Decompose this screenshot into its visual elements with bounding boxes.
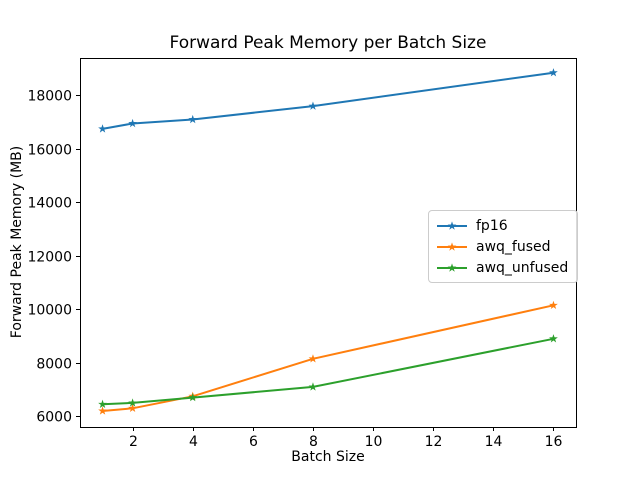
y-tick-label: 12000 <box>27 250 72 266</box>
data-point-marker-awq_unfused <box>549 334 558 343</box>
y-tick-label: 16000 <box>27 143 72 159</box>
series-line-awq_unfused <box>101 337 555 406</box>
x-tick-label: 4 <box>189 434 198 450</box>
chart-title: Forward Peak Memory per Batch Size <box>169 33 487 53</box>
y-tick-label: 6000 <box>36 410 72 426</box>
legend-item-awq_unfused: awq_unfused <box>436 257 568 278</box>
data-point-marker-fp16 <box>308 101 318 110</box>
data-point-marker-fp16 <box>98 124 107 133</box>
data-point-marker-awq_unfused <box>188 392 198 402</box>
data-point-marker-awq_fused <box>98 406 107 415</box>
y-tick-label: 14000 <box>27 196 72 212</box>
legend-item-awq_fused: awq_fused <box>436 236 568 257</box>
x-tick-label: 10 <box>365 434 383 450</box>
legend-star-icon <box>447 220 457 230</box>
series-line-awq_fused <box>101 304 555 412</box>
x-tick-label: 6 <box>249 434 258 450</box>
x-tick-label: 12 <box>425 434 443 450</box>
x-tick-label: 8 <box>309 434 318 450</box>
legend-line-sample <box>437 241 467 251</box>
data-point-marker-awq_fused <box>549 300 558 310</box>
data-point-marker-fp16 <box>188 114 198 124</box>
legend: fp16 awq_fused awq_unfused <box>428 210 579 283</box>
y-tick-label: 8000 <box>36 357 72 373</box>
x-axis-label: Batch Size <box>291 449 365 465</box>
data-point-marker-fp16 <box>128 118 137 128</box>
legend-line-sample <box>437 262 467 272</box>
series-line-fp16 <box>101 71 555 130</box>
data-point-marker-awq_unfused <box>128 398 137 407</box>
data-point-marker-awq_unfused <box>308 382 318 391</box>
data-point-marker-fp16 <box>549 68 558 77</box>
legend-label: awq_unfused <box>476 259 569 276</box>
y-tick-label: 10000 <box>27 303 72 319</box>
x-tick-label: 16 <box>545 434 563 450</box>
legend-item-fp16: fp16 <box>436 215 568 236</box>
x-tick-label: 2 <box>129 434 138 450</box>
data-point-marker-awq_fused <box>308 354 318 363</box>
x-tick-label: 14 <box>485 434 503 450</box>
legend-label: awq_fused <box>476 238 551 255</box>
y-tick-label: 18000 <box>27 89 72 105</box>
legend-star-icon <box>447 262 457 272</box>
legend-star-icon <box>447 241 457 251</box>
legend-line-sample <box>437 220 467 230</box>
data-point-marker-awq_fused <box>128 403 137 412</box>
data-point-marker-awq_unfused <box>98 399 107 408</box>
legend-label: fp16 <box>476 217 508 234</box>
